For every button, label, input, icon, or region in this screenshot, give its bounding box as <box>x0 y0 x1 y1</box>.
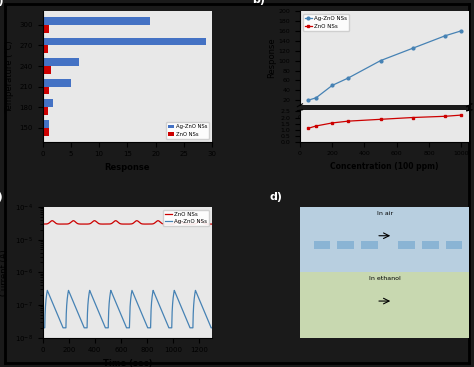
Ag-ZnO NSs <box>346 76 351 80</box>
Bar <box>361 241 378 249</box>
Bar <box>43 128 49 136</box>
Line: Ag-ZnO NSs: Ag-ZnO NSs <box>43 290 212 328</box>
ZnO NSs <box>313 124 319 128</box>
Line: Ag-ZnO NSs: Ag-ZnO NSs <box>307 29 463 102</box>
Ag-ZnO NSs <box>410 46 416 50</box>
ZnO NSs <box>123 222 128 226</box>
Text: a): a) <box>0 0 4 7</box>
Ag-ZnO NSs <box>442 34 448 38</box>
Legend: Ag-ZnO NSs, ZnO NSs: Ag-ZnO NSs, ZnO NSs <box>166 122 210 139</box>
ZnO NSs <box>47 220 53 225</box>
Line: ZnO NSs: ZnO NSs <box>307 114 463 130</box>
ZnO NSs <box>40 222 46 226</box>
Y-axis label: Response: Response <box>267 38 276 79</box>
Ag-ZnO NSs <box>50 301 55 306</box>
Text: In air: In air <box>376 211 392 216</box>
Ag-ZnO NSs <box>40 326 46 330</box>
Ag-ZnO NSs <box>305 98 311 102</box>
Ag-ZnO NSs <box>209 326 215 330</box>
X-axis label: Time (sec): Time (sec) <box>102 359 152 367</box>
Text: b): b) <box>253 0 265 6</box>
Legend: ZnO NSs, Ag-ZnO NSs: ZnO NSs, Ag-ZnO NSs <box>163 210 209 226</box>
Bar <box>43 66 51 74</box>
Bar <box>43 25 49 33</box>
ZnO NSs <box>346 119 351 123</box>
Bar <box>43 17 150 25</box>
Bar <box>398 241 415 249</box>
ZnO NSs <box>458 113 464 117</box>
Text: c): c) <box>0 192 4 203</box>
Ag-ZnO NSs <box>200 306 206 310</box>
Bar <box>446 241 463 249</box>
Legend: Ag-ZnO NSs, ZnO NSs: Ag-ZnO NSs, ZnO NSs <box>303 14 349 31</box>
ZnO NSs <box>442 114 448 119</box>
Text: d): d) <box>270 192 283 203</box>
Bar <box>43 46 48 53</box>
Ag-ZnO NSs <box>458 29 464 33</box>
Bar <box>43 99 53 107</box>
Y-axis label: Current (A): Current (A) <box>0 249 9 296</box>
Ag-ZnO NSs <box>313 95 319 100</box>
ZnO NSs <box>410 115 416 120</box>
Text: In ethanol: In ethanol <box>369 276 401 281</box>
Bar <box>43 58 79 66</box>
ZnO NSs <box>73 220 79 225</box>
Y-axis label: Temperature (°C): Temperature (°C) <box>5 40 14 113</box>
Ag-ZnO NSs <box>378 58 383 63</box>
ZnO NSs <box>209 222 215 226</box>
Ag-ZnO NSs <box>47 294 53 298</box>
Bar <box>300 272 469 338</box>
Bar <box>43 79 71 87</box>
ZnO NSs <box>200 220 206 225</box>
Bar <box>313 241 330 249</box>
Ag-ZnO NSs <box>45 288 50 292</box>
ZnO NSs <box>50 219 55 223</box>
X-axis label: Response: Response <box>105 163 150 172</box>
Bar <box>43 107 48 115</box>
Ag-ZnO NSs <box>41 326 46 330</box>
ZnO NSs <box>134 218 140 223</box>
Line: ZnO NSs: ZnO NSs <box>43 221 212 224</box>
Bar <box>422 241 439 249</box>
ZnO NSs <box>41 222 46 226</box>
Ag-ZnO NSs <box>329 83 335 88</box>
Bar <box>300 207 469 266</box>
ZnO NSs <box>305 126 311 131</box>
Bar <box>43 37 206 46</box>
X-axis label: Concentration (100 ppm): Concentration (100 ppm) <box>330 162 439 171</box>
ZnO NSs <box>329 121 335 125</box>
Bar <box>43 120 49 128</box>
Ag-ZnO NSs <box>73 306 79 310</box>
Bar <box>337 241 354 249</box>
ZnO NSs <box>378 117 383 121</box>
Bar <box>43 87 49 94</box>
Ag-ZnO NSs <box>123 323 128 328</box>
